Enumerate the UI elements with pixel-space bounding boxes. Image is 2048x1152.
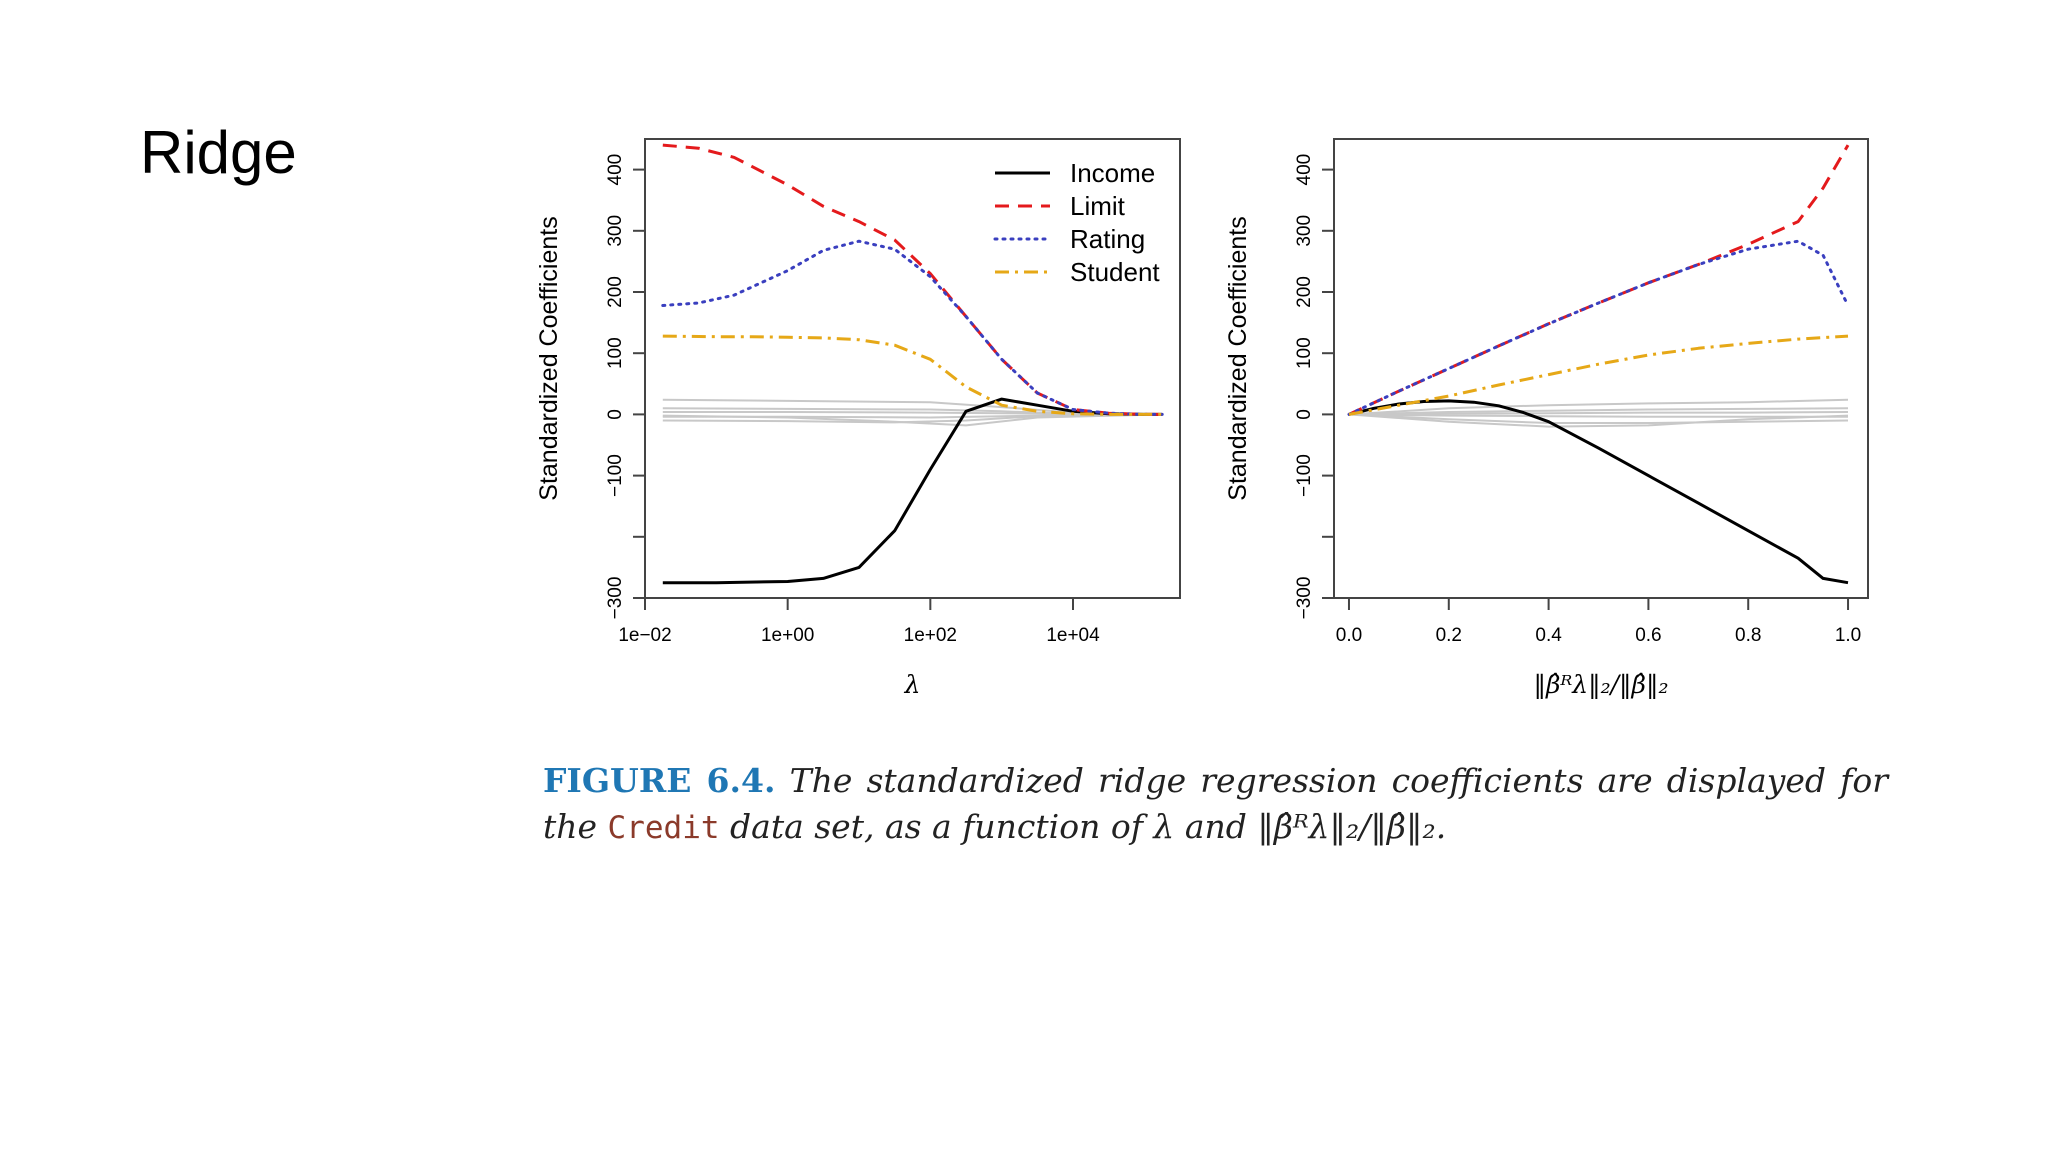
- panel-2-y-tick-label: −300: [1294, 577, 1315, 620]
- panel-2-y-tick-label: 300: [1294, 215, 1315, 247]
- panel-2-series-limit: [1348, 144, 1850, 416]
- caption-text-3: and: [1174, 807, 1258, 846]
- panel-1-y-tick-label: 400: [605, 154, 626, 186]
- panel-1-y-tick-label: −100: [605, 454, 626, 497]
- legend-label-limit: Limit: [1070, 191, 1126, 221]
- panel-1-x-axis-title: λ: [904, 670, 921, 699]
- panel-1-y-tick-label: 300: [605, 215, 626, 247]
- panel-1-y-tick-label: 200: [605, 276, 626, 308]
- panel-1-x-tick-label: 1e−02: [618, 625, 671, 646]
- panel-1-series-other5: [662, 413, 1163, 424]
- panel-1-x-tick-label: 1e+04: [1046, 625, 1100, 646]
- legend-label-student: Student: [1070, 257, 1160, 287]
- panel-2-series-other2: [1348, 407, 1849, 416]
- panel-2-x-tick-label: 0.0: [1336, 625, 1362, 646]
- caption-text-2: data set, as a function of: [719, 807, 1154, 846]
- panel-1-series-rating: [661, 239, 1164, 416]
- panel-1-series-other6: [662, 413, 1163, 427]
- caption-norm-ratio: ‖β̂ᴿλ‖₂/‖β̂‖₂: [1257, 807, 1436, 846]
- panel-2-y-tick-label: 100: [1294, 337, 1315, 369]
- panel-2-x-tick-label: 0.2: [1436, 625, 1462, 646]
- panel-1-series-limit: [662, 143, 1163, 416]
- panel-2-x-axis-title: ‖β̂ᴿλ‖₂/‖β̂‖₂: [1533, 670, 1668, 700]
- legend-label-rating: Rating: [1070, 224, 1145, 254]
- panel-2-series-other5: [1348, 413, 1849, 424]
- panel-2-y-axis-title: Standardized Coefficients: [1224, 216, 1252, 500]
- caption-dataset-name: Credit: [607, 810, 720, 846]
- panel-2-y-tick-label: 0: [1294, 409, 1315, 420]
- legend-label-income: Income: [1070, 158, 1155, 188]
- figure-caption: FIGURE 6.4. The standardized ridge regre…: [543, 758, 1888, 851]
- panel-2-series-rating: [1347, 239, 1850, 416]
- panel-2-series-income: [1348, 399, 1849, 585]
- panel-2-series-other4: [1348, 413, 1848, 418]
- panel-2-x-tick-label: 0.6: [1635, 625, 1661, 646]
- caption-figure-label: FIGURE 6.4.: [543, 761, 776, 800]
- panel-1-y-tick-label: −300: [605, 577, 626, 620]
- panel-2: 0.0 0.2 0.4 0.6 0.8 1.0 −300 −100 0 100 200 300 400 S…: [1224, 138, 1869, 700]
- panel-1-series-student: [662, 334, 1163, 416]
- panel-2-plot-frame: [1333, 138, 1869, 599]
- panel-1-x-tick-label: 1e+00: [761, 625, 814, 646]
- panel-2-series-other3: [1348, 411, 1849, 416]
- caption-lambda: λ: [1153, 807, 1175, 846]
- caption-text-1: The standardized ridge regression coeffi…: [543, 761, 1888, 846]
- caption-end: .: [1435, 807, 1447, 846]
- panel-1-y-tick-label: 0: [605, 409, 626, 420]
- panel-2-x-tick-label: 1.0: [1835, 625, 1861, 646]
- panel-1-y-axis-title: Standardized Coefficients: [535, 216, 563, 500]
- panel-2-series-student: [1348, 334, 1849, 416]
- panel-2-x-tick-label: 0.4: [1535, 625, 1562, 646]
- panel-2-y-tick-label: 200: [1294, 276, 1315, 308]
- panel-1: 1e−02 1e+00 1e+02 1e+04 −300 −100 0 100 200 300 40…: [535, 138, 1181, 699]
- panel-2-series-other1: [1348, 398, 1849, 416]
- panel-2-y-tick-label: −100: [1294, 454, 1315, 497]
- panel-2-y-tick-label: 400: [1294, 154, 1315, 186]
- panel-2-x-tick-label: 0.8: [1735, 625, 1761, 646]
- panel-2-series-other6: [1348, 413, 1849, 428]
- panel-1-x-tick-label: 1e+02: [904, 625, 957, 646]
- slide-title: Ridge: [140, 119, 297, 186]
- panel-1-y-tick-label: 100: [605, 337, 626, 369]
- panel-1-series-income: [662, 397, 1163, 585]
